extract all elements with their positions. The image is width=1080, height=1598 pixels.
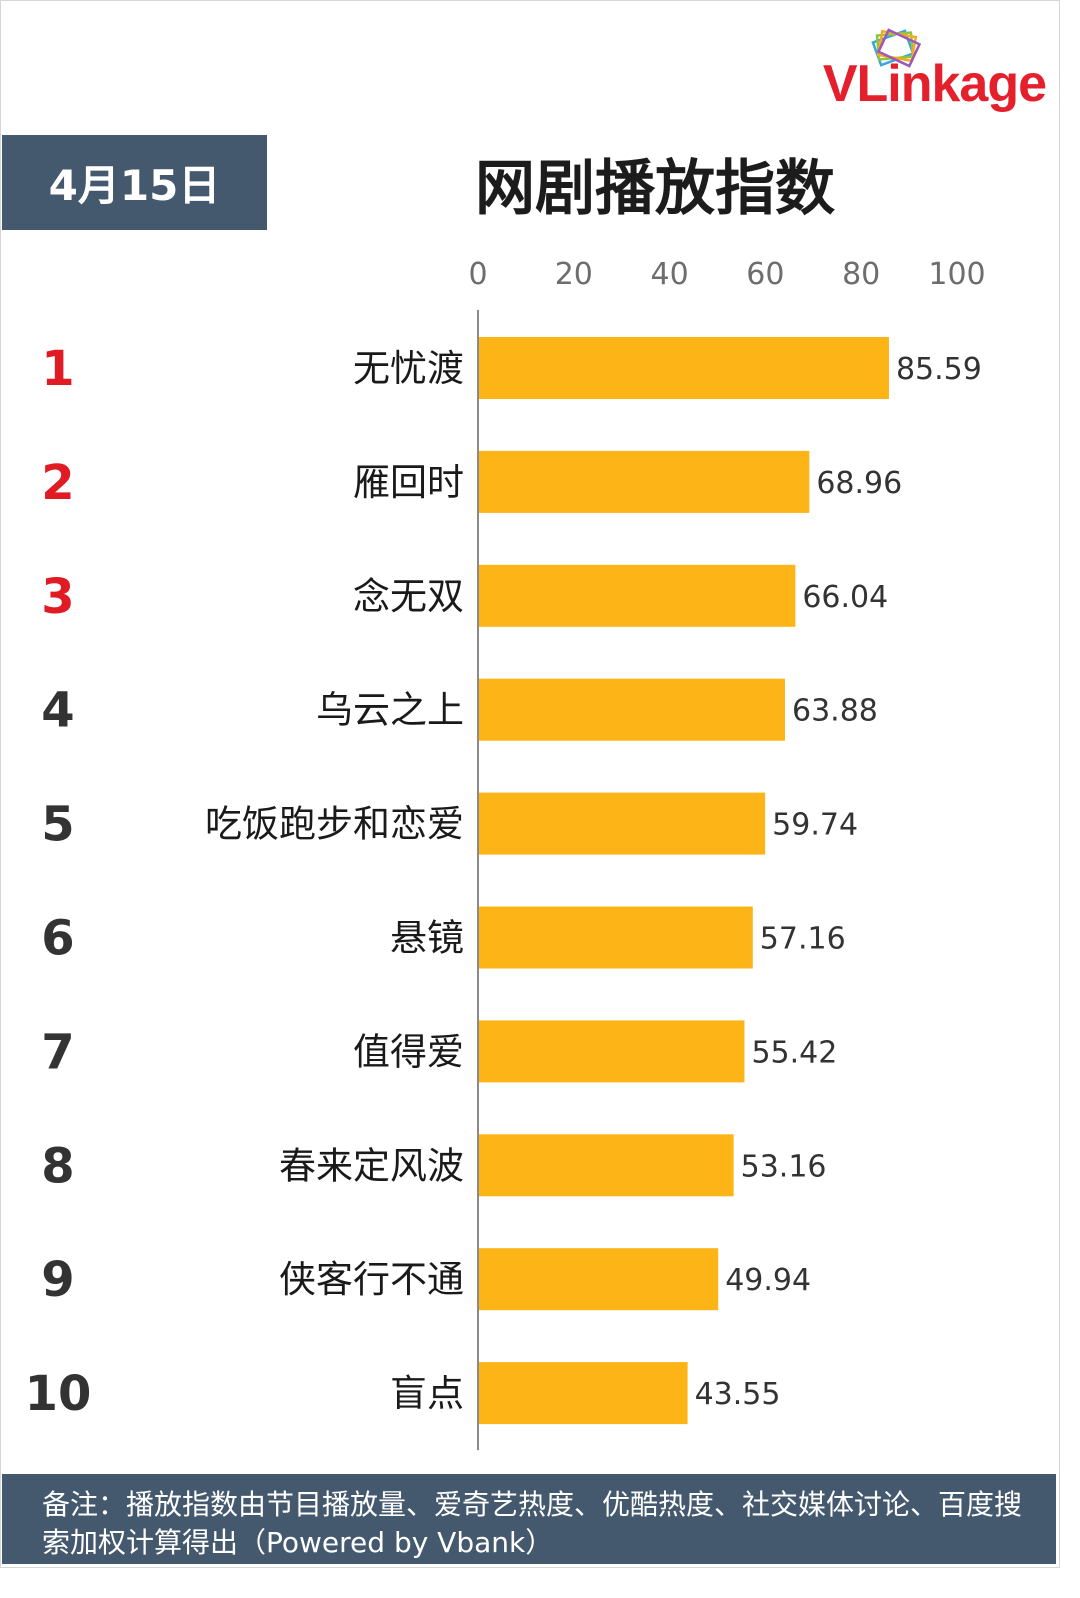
bar (479, 564, 796, 627)
bar (479, 1020, 745, 1083)
rank-number: 1 (41, 341, 74, 397)
category-label: 吃饭跑步和恋爱 (205, 803, 464, 846)
bar (479, 337, 889, 399)
category-label: 盲点 (390, 1372, 464, 1415)
value-label: 53.16 (741, 1149, 827, 1184)
x-tick-label: 80 (842, 257, 880, 292)
chart-title: 网剧播放指数 (475, 154, 835, 224)
bar (479, 1134, 734, 1197)
value-label: 55.42 (751, 1035, 837, 1070)
category-label: 悬镜 (390, 917, 464, 960)
footer-note: 备注：播放指数由节目播放量、爱奇艺热度、优酷热度、社交媒体讨论、百度搜索加权计算… (2, 1474, 1056, 1564)
rank-number: 6 (41, 911, 74, 967)
x-tick-label: 40 (651, 257, 689, 292)
bar (479, 1362, 688, 1425)
bar (479, 450, 810, 513)
value-label: 43.55 (695, 1377, 781, 1412)
rank-number: 8 (41, 1138, 74, 1194)
x-tick-label: 0 (468, 257, 487, 292)
bar (479, 1248, 719, 1311)
rank-number: 10 (25, 1366, 92, 1422)
logo-cards-icon (871, 28, 922, 68)
value-label: 63.88 (792, 694, 878, 729)
category-label: 雁回时 (353, 461, 464, 504)
value-label: 85.59 (896, 352, 982, 387)
category-label: 春来定风波 (279, 1144, 464, 1187)
category-label: 值得爱 (353, 1030, 464, 1073)
bar (479, 906, 753, 969)
rank-number: 5 (41, 797, 74, 853)
value-label: 66.04 (802, 580, 888, 615)
bar (479, 792, 766, 855)
rank-number: 7 (41, 1024, 74, 1080)
bar-chart: 0 20 40 60 80 100 1 无忧渡 85.59 2 雁回时 68.96 3 念无双 66.04 4… (25, 257, 986, 1451)
vlinkage-logo: VLinkage (796, 18, 1047, 118)
bar (479, 678, 785, 741)
x-tick-label: 60 (746, 257, 784, 292)
value-label: 68.96 (816, 466, 902, 501)
value-label: 49.94 (725, 1263, 811, 1298)
page-frame (0, 0, 1060, 1568)
category-label: 乌云之上 (316, 689, 464, 732)
x-tick-label: 20 (555, 257, 593, 292)
rank-number: 2 (41, 455, 74, 511)
rank-number: 3 (41, 569, 74, 625)
date-badge: 4月15日 (2, 135, 267, 230)
x-tick-label: 100 (928, 257, 985, 292)
category-label: 侠客行不通 (279, 1258, 464, 1301)
rank-number: 9 (41, 1252, 74, 1308)
value-label: 59.74 (772, 808, 858, 843)
value-label: 57.16 (760, 922, 846, 957)
rank-number: 4 (41, 683, 74, 739)
category-label: 念无双 (353, 575, 464, 618)
logo-text: VLinkage (822, 55, 1047, 113)
category-label: 无忧渡 (353, 347, 464, 390)
